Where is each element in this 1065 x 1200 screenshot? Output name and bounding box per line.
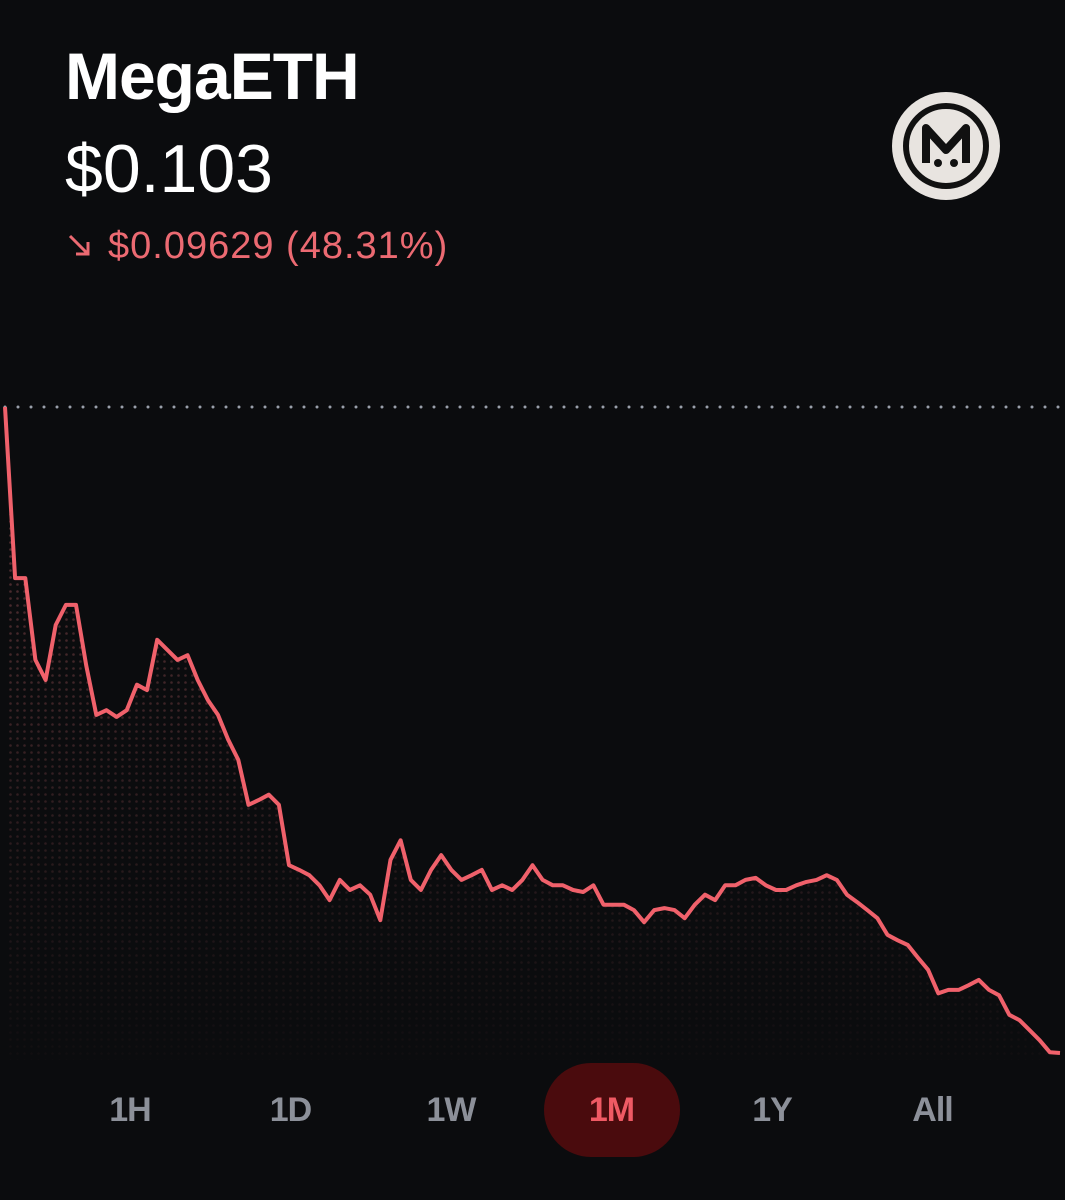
logo (892, 92, 1000, 200)
price-line (3, 406, 1061, 1055)
timeframe-button[interactable]: 1D (269, 1090, 312, 1129)
timeframe-button[interactable]: All (912, 1090, 953, 1129)
timeframe-button[interactable]: 1W (426, 1090, 477, 1129)
down-arrow (68, 234, 90, 256)
price-change: $0.09629 (48.31%) (108, 225, 449, 267)
timeframe-button[interactable]: 1M (543, 1063, 680, 1157)
asset-name: MegaETH (65, 39, 360, 113)
area-fill (5, 407, 1060, 1060)
timeframe-button[interactable]: 1H (109, 1090, 151, 1129)
timeframe-button[interactable]: 1Y (752, 1090, 793, 1129)
asset-price: $0.103 (65, 131, 273, 207)
